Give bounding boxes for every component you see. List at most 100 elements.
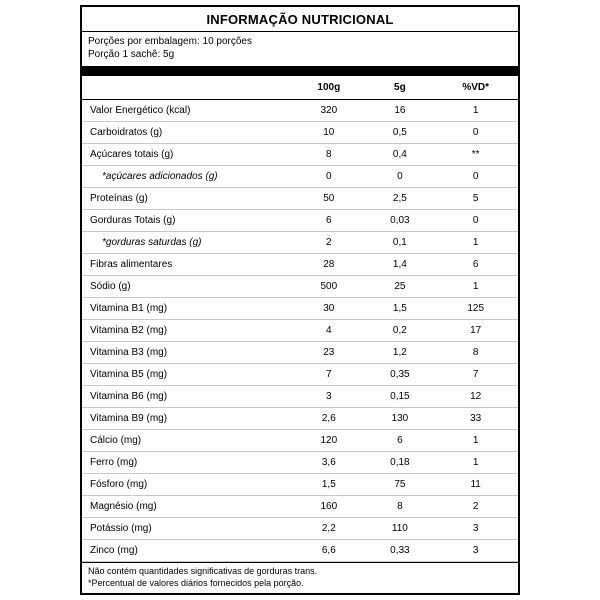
row-val-5g: 0 [366, 165, 433, 187]
row-label: Gorduras Totais (g) [82, 209, 291, 231]
row-val-5g: 1,4 [366, 253, 433, 275]
row-label: Fibras alimentares [82, 253, 291, 275]
serving-line-2: Porção 1 sachê: 5g [88, 48, 512, 62]
row-val-5g: 8 [366, 495, 433, 517]
col-header-100g: 100g [291, 76, 366, 100]
table-row: Vitamina B2 (mg)40,217 [82, 319, 518, 341]
row-val-5g: 25 [366, 275, 433, 297]
row-val-vd: 1 [433, 231, 518, 253]
row-label: Proteínas (g) [82, 187, 291, 209]
table-row: Gorduras Totais (g)60,030 [82, 209, 518, 231]
table-row: Vitamina B9 (mg)2,613033 [82, 407, 518, 429]
row-val-vd: 8 [433, 341, 518, 363]
row-val-vd: 6 [433, 253, 518, 275]
row-label: *gorduras saturdas (g) [82, 231, 291, 253]
row-val-100g: 500 [291, 275, 366, 297]
row-val-100g: 3,6 [291, 451, 366, 473]
row-val-100g: 10 [291, 121, 366, 143]
row-val-5g: 0,4 [366, 143, 433, 165]
serving-info: Porções por embalagem: 10 porções Porção… [82, 32, 518, 66]
col-header-vd: %VD* [433, 76, 518, 100]
row-label: Vitamina B2 (mg) [82, 319, 291, 341]
table-row: *açúcares adicionados (g)000 [82, 165, 518, 187]
table-row: Fósforo (mg)1,57511 [82, 473, 518, 495]
row-val-vd: 17 [433, 319, 518, 341]
row-val-vd: 7 [433, 363, 518, 385]
divider-bar [82, 66, 518, 76]
row-val-vd: 1 [433, 451, 518, 473]
row-val-100g: 7 [291, 363, 366, 385]
row-label: Carboidratos (g) [82, 121, 291, 143]
serving-line-1: Porções por embalagem: 10 porções [88, 35, 512, 49]
row-label: Fósforo (mg) [82, 473, 291, 495]
row-label: Cálcio (mg) [82, 429, 291, 451]
row-val-5g: 110 [366, 517, 433, 539]
table-row: Potássio (mg)2,21103 [82, 517, 518, 539]
row-val-100g: 30 [291, 297, 366, 319]
panel-title: INFORMAÇÃO NUTRICIONAL [82, 7, 518, 32]
row-val-vd: 33 [433, 407, 518, 429]
table-row: Sódio (g)500251 [82, 275, 518, 297]
row-label: Vitamina B9 (mg) [82, 407, 291, 429]
table-row: Valor Energético (kcal)320161 [82, 99, 518, 121]
row-val-100g: 320 [291, 99, 366, 121]
row-val-100g: 8 [291, 143, 366, 165]
footnote-1: Não contém quantidades significativas de… [88, 566, 512, 578]
row-label: Zinco (mg) [82, 539, 291, 561]
table-row: Magnésio (mg)16082 [82, 495, 518, 517]
table-row: Fibras alimentares281,46 [82, 253, 518, 275]
row-val-vd: 1 [433, 429, 518, 451]
row-val-5g: 0,33 [366, 539, 433, 561]
row-val-100g: 6,6 [291, 539, 366, 561]
table-row: *gorduras saturdas (g)20,11 [82, 231, 518, 253]
row-label: Vitamina B1 (mg) [82, 297, 291, 319]
row-val-100g: 2,6 [291, 407, 366, 429]
row-val-5g: 0,18 [366, 451, 433, 473]
row-val-100g: 120 [291, 429, 366, 451]
row-val-100g: 3 [291, 385, 366, 407]
col-header-blank [82, 76, 291, 100]
row-val-100g: 28 [291, 253, 366, 275]
table-header-row: 100g 5g %VD* [82, 76, 518, 100]
row-val-vd: 3 [433, 517, 518, 539]
row-val-5g: 0,2 [366, 319, 433, 341]
row-val-100g: 23 [291, 341, 366, 363]
row-val-5g: 0,35 [366, 363, 433, 385]
table-row: Vitamina B6 (mg)30,1512 [82, 385, 518, 407]
row-val-100g: 2,2 [291, 517, 366, 539]
row-val-5g: 75 [366, 473, 433, 495]
row-val-5g: 6 [366, 429, 433, 451]
row-label: Sódio (g) [82, 275, 291, 297]
row-val-100g: 6 [291, 209, 366, 231]
row-val-5g: 1,5 [366, 297, 433, 319]
row-val-vd: 125 [433, 297, 518, 319]
nutrition-panel: INFORMAÇÃO NUTRICIONAL Porções por embal… [80, 5, 520, 595]
row-val-5g: 0,1 [366, 231, 433, 253]
row-label: Potássio (mg) [82, 517, 291, 539]
row-val-100g: 4 [291, 319, 366, 341]
row-val-vd: 2 [433, 495, 518, 517]
row-val-100g: 0 [291, 165, 366, 187]
table-row: Cálcio (mg)12061 [82, 429, 518, 451]
row-label: Ferro (mg) [82, 451, 291, 473]
row-val-5g: 0,03 [366, 209, 433, 231]
row-val-vd: 12 [433, 385, 518, 407]
table-row: Proteínas (g)502,55 [82, 187, 518, 209]
row-val-vd: 5 [433, 187, 518, 209]
row-val-5g: 130 [366, 407, 433, 429]
row-label: *açúcares adicionados (g) [82, 165, 291, 187]
row-val-100g: 1,5 [291, 473, 366, 495]
row-val-5g: 16 [366, 99, 433, 121]
row-val-5g: 0,5 [366, 121, 433, 143]
table-row: Vitamina B1 (mg)301,5125 [82, 297, 518, 319]
row-val-100g: 160 [291, 495, 366, 517]
nutrition-table: 100g 5g %VD* Valor Energético (kcal)3201… [82, 76, 518, 562]
row-val-vd: 0 [433, 121, 518, 143]
table-row: Vitamina B5 (mg)70,357 [82, 363, 518, 385]
row-val-vd: 1 [433, 99, 518, 121]
footnote-2: *Percentual de valores diários fornecido… [88, 578, 512, 590]
table-row: Zinco (mg)6,60,333 [82, 539, 518, 561]
row-val-100g: 2 [291, 231, 366, 253]
row-val-5g: 2,5 [366, 187, 433, 209]
footnotes: Não contém quantidades significativas de… [82, 562, 518, 593]
